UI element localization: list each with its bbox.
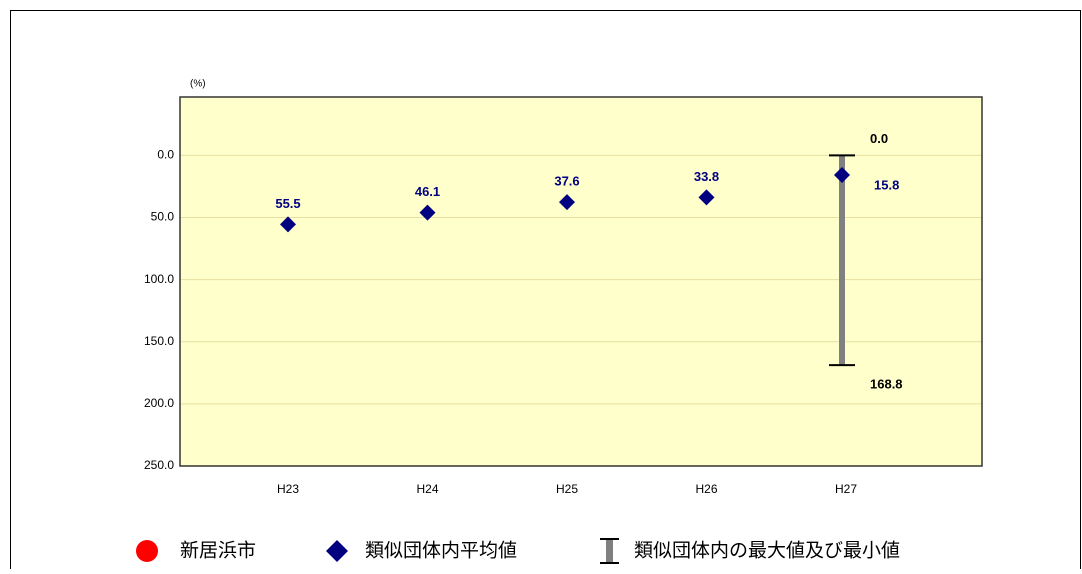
y-tick-label: 0.0 xyxy=(157,148,174,162)
point xyxy=(834,167,850,184)
x-tick-label: H25 xyxy=(556,482,578,496)
y-tick-label: 100.0 xyxy=(144,272,174,286)
legend-marker xyxy=(136,540,158,562)
data-label: 37.6 xyxy=(554,174,579,189)
plot-border xyxy=(179,96,983,467)
x-tick-label: H26 xyxy=(695,482,717,496)
data-label: 46.1 xyxy=(415,184,440,199)
point xyxy=(419,204,436,221)
y-tick-label: 150.0 xyxy=(144,334,174,348)
x-tick-label: H27 xyxy=(835,482,857,496)
legend-label: 類似団体内平均値 xyxy=(365,540,517,562)
y-axis-label: (%) xyxy=(190,79,206,90)
y-tick-label: 50.0 xyxy=(151,210,175,224)
point xyxy=(698,189,715,206)
data-label: 55.5 xyxy=(275,196,300,211)
point xyxy=(280,216,296,233)
range-bar xyxy=(839,155,845,366)
point xyxy=(559,194,575,211)
data-label: 168.8 xyxy=(870,377,903,392)
plot-area xyxy=(180,97,982,466)
y-tick-label: 250.0 xyxy=(144,458,174,472)
legend-label: 類似団体内の最大値及び最小値 xyxy=(634,540,900,562)
data-label: 0.0 xyxy=(870,131,888,146)
legend-marker xyxy=(326,540,348,562)
data-label: 15.8 xyxy=(874,177,899,192)
legend-label: 新居浜市 xyxy=(180,540,256,562)
y-tick-label: 200.0 xyxy=(144,396,174,410)
x-tick-label: H24 xyxy=(416,482,438,496)
x-tick-label: H23 xyxy=(277,482,299,496)
data-label: 33.8 xyxy=(694,169,719,184)
legend-marker xyxy=(606,540,613,562)
